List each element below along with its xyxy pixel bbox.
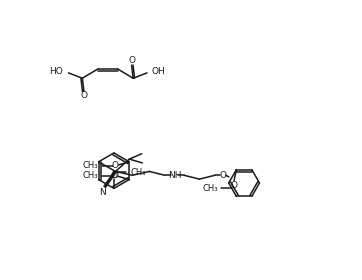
Text: CH₃: CH₃: [83, 171, 98, 180]
Text: O: O: [110, 171, 117, 180]
Text: O: O: [112, 171, 119, 180]
Text: HO: HO: [49, 67, 63, 76]
Text: NH: NH: [168, 171, 182, 180]
Text: N: N: [99, 188, 106, 197]
Text: O: O: [231, 181, 237, 190]
Text: O: O: [219, 171, 226, 180]
Text: CH₃: CH₃: [202, 184, 218, 193]
Text: O: O: [128, 56, 135, 65]
Text: CH₃: CH₃: [131, 168, 146, 177]
Text: O: O: [112, 161, 119, 170]
Text: CH₃: CH₃: [83, 161, 98, 170]
Text: OH: OH: [152, 67, 165, 76]
Text: O: O: [80, 92, 87, 101]
